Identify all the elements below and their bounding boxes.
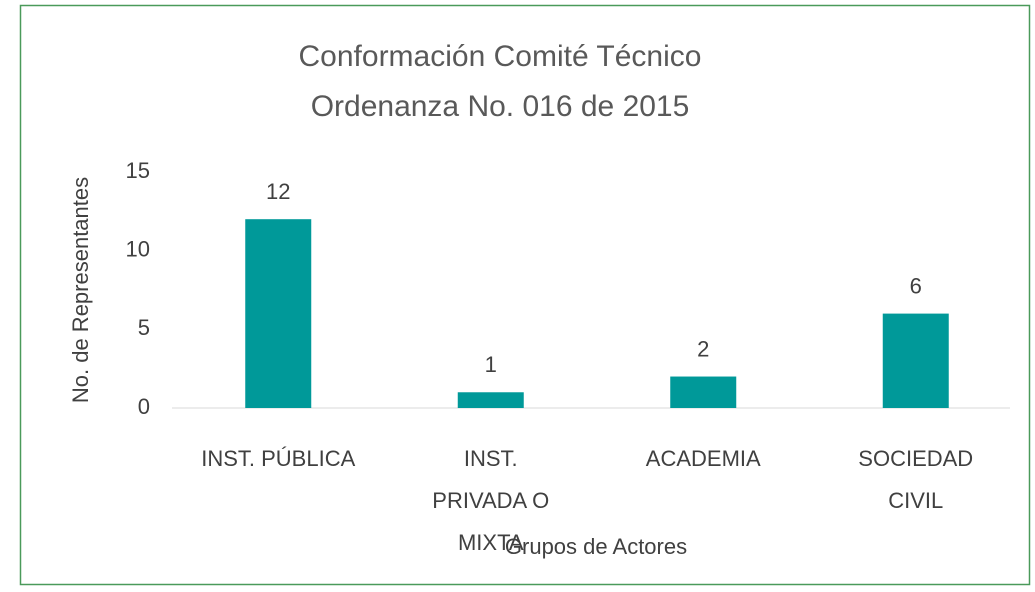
y-tick-label: 15 — [126, 158, 150, 183]
data-label: 2 — [697, 336, 709, 361]
data-label: 12 — [266, 179, 290, 204]
bar — [245, 219, 312, 408]
bar — [670, 376, 737, 408]
chart-title: Ordenanza No. 016 de 2015 — [311, 90, 690, 123]
x-tick-label: ACADEMIA — [645, 446, 761, 471]
data-label: 1 — [485, 352, 497, 377]
x-axis-title: Grupos de Actores — [505, 534, 687, 559]
x-tick-label: INST. PRIVADA O MIXTA — [432, 446, 550, 555]
bar — [882, 313, 949, 408]
y-tick-label: 10 — [126, 236, 150, 261]
bar — [457, 392, 524, 408]
chart-frame — [19, 4, 1031, 586]
x-tick-label: INST. PÚBLICA — [201, 446, 356, 471]
data-label: 6 — [910, 273, 922, 298]
y-axis-title: No. de Representantes — [68, 177, 93, 403]
x-tick-label: SOCIEDAD CIVIL — [858, 446, 974, 513]
y-tick-label: 0 — [138, 394, 150, 419]
y-tick-label: 5 — [138, 315, 150, 340]
chart-title: Conformación Comité Técnico — [299, 40, 702, 73]
